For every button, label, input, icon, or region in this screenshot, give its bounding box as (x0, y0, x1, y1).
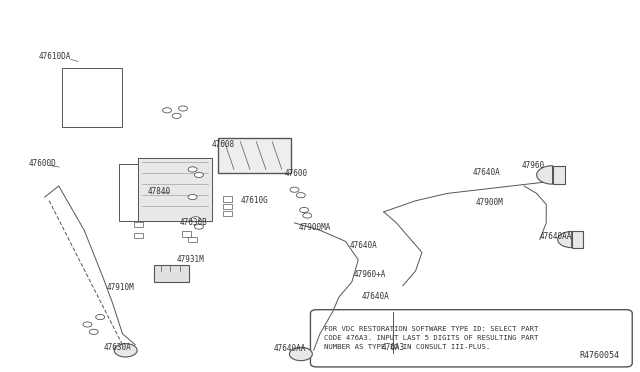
Bar (119, 164, 193, 221)
Circle shape (290, 187, 299, 192)
Text: 47608: 47608 (212, 140, 235, 149)
Circle shape (179, 106, 188, 111)
Bar (552, 166, 565, 184)
Wedge shape (537, 166, 552, 184)
Circle shape (96, 314, 104, 320)
Circle shape (163, 108, 172, 113)
Circle shape (188, 167, 197, 172)
Bar (223, 204, 232, 209)
Text: 47640A: 47640A (362, 292, 389, 301)
Text: 47910M: 47910M (106, 283, 134, 292)
Text: 47931M: 47931M (177, 254, 204, 264)
Bar (223, 211, 232, 216)
Bar (134, 222, 143, 227)
Circle shape (303, 213, 312, 218)
Circle shape (195, 172, 204, 177)
Bar (182, 231, 191, 237)
Text: 47640AA: 47640AA (274, 344, 307, 353)
Wedge shape (557, 231, 572, 248)
Circle shape (83, 322, 92, 327)
Text: 47840: 47840 (148, 187, 171, 196)
Bar (223, 196, 232, 202)
Text: 47900MA: 47900MA (299, 223, 332, 232)
Circle shape (195, 224, 204, 229)
Circle shape (300, 208, 308, 212)
Circle shape (296, 193, 305, 198)
Wedge shape (114, 344, 137, 357)
Text: 47600: 47600 (285, 169, 308, 177)
Text: 47640A: 47640A (473, 168, 500, 177)
Bar (134, 233, 143, 238)
Circle shape (191, 217, 200, 222)
Bar (188, 237, 197, 242)
Circle shape (172, 113, 181, 118)
FancyBboxPatch shape (310, 310, 632, 367)
Bar (154, 265, 189, 282)
Text: 47610DA: 47610DA (38, 52, 71, 61)
Text: 47960: 47960 (522, 161, 545, 170)
Text: 47640AA: 47640AA (540, 232, 572, 241)
Bar (62, 68, 122, 127)
Text: FOR VDC RESTORATION SOFTWARE TYPE ID: SELECT PART
CODE 476A3. INPUT LAST 5 DIGIT: FOR VDC RESTORATION SOFTWARE TYPE ID: SE… (324, 326, 539, 350)
Polygon shape (138, 158, 212, 221)
Circle shape (90, 329, 99, 334)
Wedge shape (289, 347, 312, 360)
Text: 47630A: 47630A (103, 343, 131, 352)
Text: R4760054: R4760054 (579, 350, 620, 359)
Text: 47960+A: 47960+A (353, 270, 385, 279)
Text: 47900M: 47900M (476, 198, 504, 207)
Text: 47600D: 47600D (28, 159, 56, 169)
Text: 47610G: 47610G (241, 196, 268, 205)
Bar (572, 231, 583, 248)
Text: 47640A: 47640A (349, 241, 377, 250)
Text: 476A3: 476A3 (381, 343, 405, 352)
Bar (218, 138, 291, 173)
Text: 47630B: 47630B (180, 218, 207, 227)
Circle shape (188, 195, 197, 200)
